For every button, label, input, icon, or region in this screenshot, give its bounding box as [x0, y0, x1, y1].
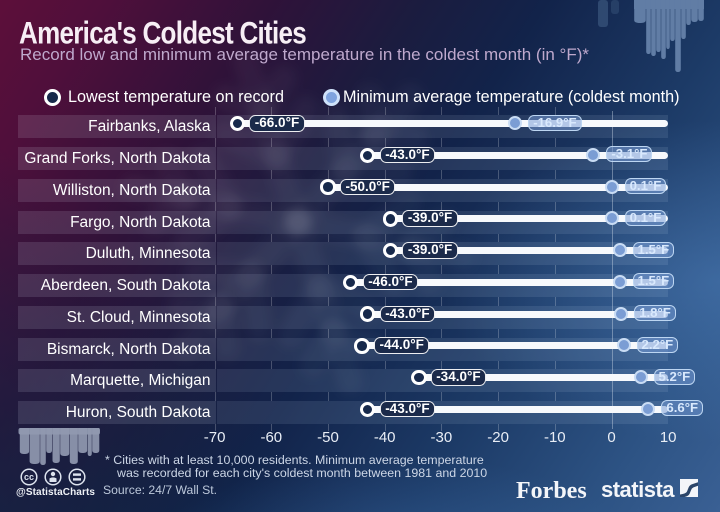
- svg-text:cc: cc: [24, 472, 34, 482]
